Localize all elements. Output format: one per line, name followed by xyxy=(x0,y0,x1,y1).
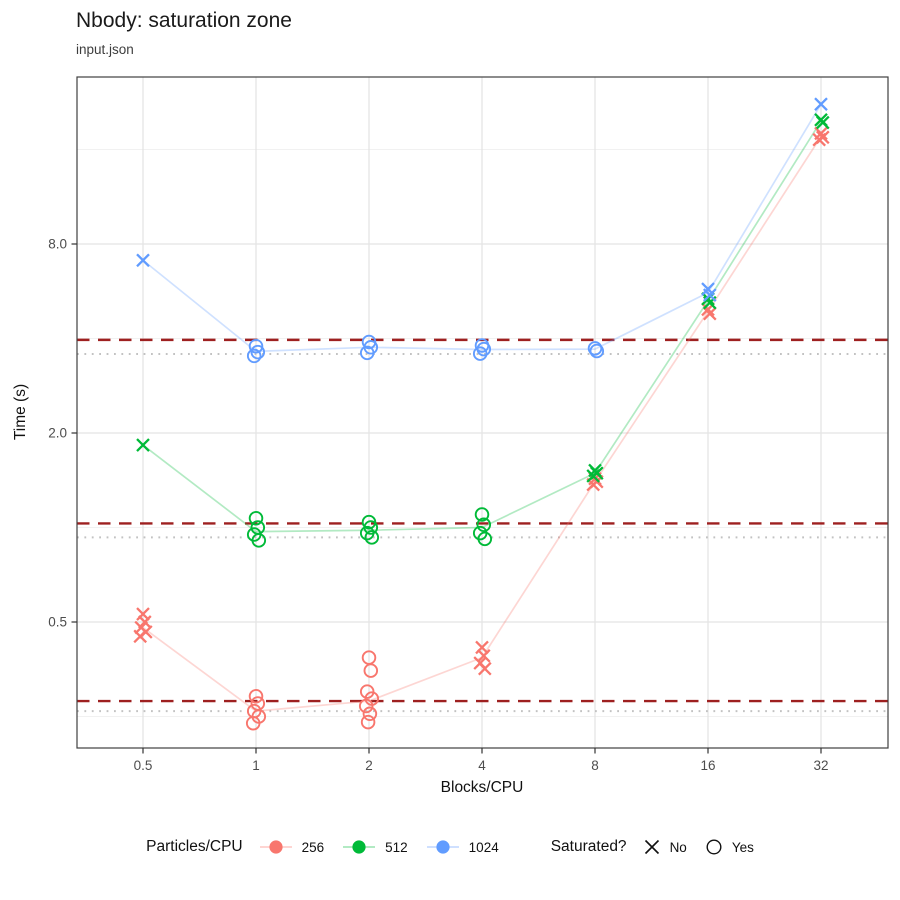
x-tick-label: 1 xyxy=(252,758,260,773)
data-point-x-512 xyxy=(815,115,830,130)
x-tick-label: 32 xyxy=(813,758,828,773)
data-point-x-256 xyxy=(812,132,827,147)
legend-key-circle-icon xyxy=(706,839,722,855)
x-tick-label: 8 xyxy=(591,758,599,773)
legend-shape-title: Saturated? xyxy=(550,838,627,855)
legend-color-title: Particles/CPU xyxy=(146,838,243,855)
data-point-x-256 xyxy=(477,661,492,676)
data-point-circle-256 xyxy=(363,663,379,678)
data-point-circle-256 xyxy=(245,715,261,731)
x-tick-label: 0.5 xyxy=(134,758,153,773)
x-tick-label: 4 xyxy=(478,758,486,773)
plot-subtitle: input.json xyxy=(76,42,134,57)
data-point-circle-1024 xyxy=(589,343,605,359)
data-point-x-256 xyxy=(136,607,150,621)
data-point-circle-512 xyxy=(476,517,492,533)
x-tick-label: 2 xyxy=(365,758,373,773)
plot-panel: 0.5 1 2 4 8 16 32 0.5 2.0 8.0 xyxy=(48,76,889,773)
data-point-circle-1024 xyxy=(359,345,375,361)
legend-group-shape: Saturated? No Yes xyxy=(551,838,754,856)
legend-label: 1024 xyxy=(468,839,499,855)
data-point-x-256 xyxy=(476,649,491,663)
legend-label: Yes xyxy=(731,839,754,855)
data-point-circle-512 xyxy=(364,530,380,545)
legend-item-yes: Yes xyxy=(705,838,754,856)
x-tick-label: 16 xyxy=(700,758,715,773)
data-point-circle-256 xyxy=(362,706,378,722)
data-point-circle-256 xyxy=(358,698,374,714)
legend-label: No xyxy=(669,839,687,855)
data-point-circle-512 xyxy=(251,533,267,548)
data-point-circle-1024 xyxy=(472,346,488,361)
y-axis-title: Time (s) xyxy=(12,383,29,441)
legend: Particles/CPU 256 512 1024 Saturated? No Ye… xyxy=(0,838,900,856)
legend-item-256: 256 xyxy=(259,838,325,856)
y-tick-label: 2.0 xyxy=(48,426,67,441)
data-point-x-256 xyxy=(702,306,717,321)
legend-item-512: 512 xyxy=(342,838,408,856)
page-title: Nbody: saturation zone xyxy=(76,9,292,32)
legend-group-color: Particles/CPU 256 512 1024 xyxy=(146,838,499,856)
data-point-x-512 xyxy=(136,438,150,452)
data-point-x-1024 xyxy=(702,288,717,302)
data-point-circle-1024 xyxy=(587,341,603,356)
legend-key-x-icon xyxy=(644,839,659,855)
data-point-circle-256 xyxy=(360,714,376,730)
data-point-circle-512 xyxy=(248,511,264,526)
data-point-circle-256 xyxy=(248,689,264,704)
y-tick-label: 0.5 xyxy=(48,615,67,630)
data-point-circle-1024 xyxy=(248,338,264,354)
legend-key-dot-icon xyxy=(343,840,376,854)
data-point-x-1024 xyxy=(814,97,828,112)
legend-key-dot-icon xyxy=(426,840,459,854)
data-point-circle-512 xyxy=(477,531,493,547)
legend-label: 512 xyxy=(385,839,408,855)
y-tick-label: 8.0 xyxy=(48,237,67,252)
legend-item-1024: 1024 xyxy=(426,838,499,856)
legend-key-dot-icon xyxy=(259,840,292,854)
data-point-circle-1024 xyxy=(476,341,492,357)
data-point-circle-512 xyxy=(474,507,490,522)
data-point-x-1024 xyxy=(136,253,150,268)
data-point-x-512 xyxy=(586,469,601,483)
data-point-x-256 xyxy=(133,629,148,644)
data-point-circle-512 xyxy=(359,525,375,541)
legend-item-no: No xyxy=(643,838,687,856)
legend-label: 256 xyxy=(301,839,325,855)
x-axis-title: Blocks/CPU xyxy=(440,779,524,796)
data-point-circle-1024 xyxy=(250,344,266,360)
data-point-x-512 xyxy=(701,292,715,306)
data-point-circle-1024 xyxy=(246,348,262,364)
